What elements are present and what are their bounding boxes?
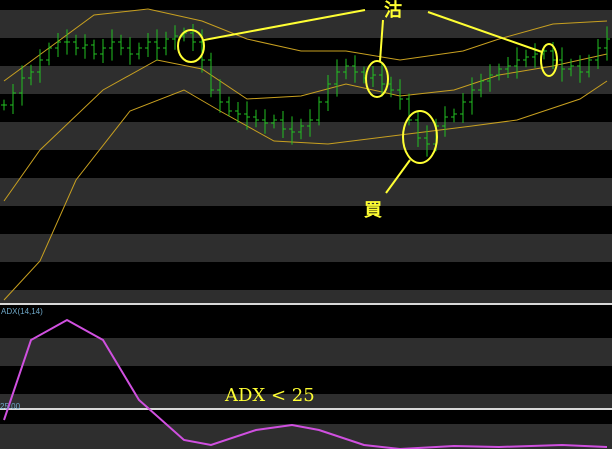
buy-annotation: 買	[364, 200, 382, 221]
adx-note-annotation: ADX < 25	[225, 385, 315, 406]
background-stripes	[0, 10, 612, 449]
lower-band-line	[3, 80, 608, 301]
sell-pointer-1	[203, 9, 366, 41]
stripe	[0, 234, 612, 262]
adx-indicator-label: ADX(14,14)	[1, 307, 43, 316]
adx-threshold-label: 25.00	[0, 402, 21, 411]
stripe	[0, 394, 612, 408]
stripe	[0, 338, 612, 366]
buy-circle	[402, 110, 438, 164]
buy-pointer	[385, 159, 411, 194]
adx-line	[3, 318, 608, 449]
adx-series-line	[3, 318, 608, 449]
annotation-marks	[177, 9, 558, 194]
sell-annotation: 沽	[384, 0, 402, 21]
stripe	[0, 290, 612, 303]
sell-pointer-2	[379, 19, 384, 62]
upper-band-line	[3, 8, 608, 82]
sell-circle-3	[540, 43, 558, 77]
sell-circle-2	[365, 60, 389, 98]
stripe	[0, 66, 612, 94]
stripe	[0, 10, 612, 38]
sell-pointer-3	[427, 11, 543, 53]
stripe	[0, 122, 612, 150]
sell-circle-1	[177, 29, 205, 63]
stripe	[0, 178, 612, 206]
